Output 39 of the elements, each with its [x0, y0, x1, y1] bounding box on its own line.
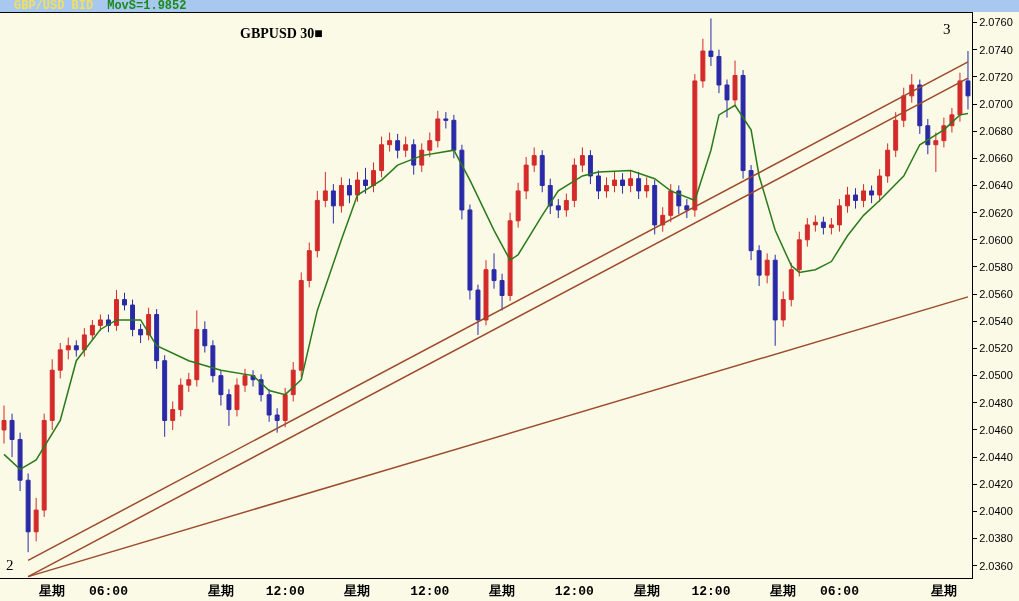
- x-tick-label: 星期: [929, 583, 957, 599]
- x-tick-label: 星期: [769, 583, 797, 599]
- y-tick-label: 2.0740: [979, 43, 1013, 56]
- x-tick-label: 12:00: [691, 583, 731, 599]
- y-tick-label: 2.0400: [979, 505, 1013, 518]
- y-tick-label: 2.0380: [979, 532, 1013, 545]
- x-tick-label: 星期: [206, 583, 234, 599]
- y-tick-label: 2.0560: [979, 287, 1013, 300]
- y-tick-label: 2.0600: [979, 233, 1013, 246]
- y-tick-label: 2.0720: [979, 70, 1013, 83]
- y-tick-label: 2.0540: [979, 315, 1013, 328]
- x-tick-label: 星期: [488, 583, 516, 599]
- y-tick-label: 2.0620: [979, 206, 1013, 219]
- y-tick-label: 2.0460: [979, 423, 1013, 436]
- annotation: 3: [943, 21, 951, 37]
- y-tick-label: 2.0580: [979, 260, 1013, 273]
- x-tick-label: 12:00: [265, 583, 305, 599]
- annotation: 2: [6, 557, 14, 573]
- y-tick-label: 2.0420: [979, 478, 1013, 491]
- y-tick-label: 2.0360: [979, 559, 1013, 572]
- x-tick-label: 06:00: [819, 583, 860, 599]
- y-tick-label: 2.0500: [979, 369, 1013, 382]
- y-tick-label: 2.0520: [979, 342, 1013, 355]
- y-tick-label: 2.0660: [979, 152, 1013, 165]
- x-tick-label: 12:00: [554, 583, 595, 599]
- y-tick-label: 2.0760: [979, 16, 1013, 29]
- chart-subtitle: MovS=1.9852: [107, 0, 187, 13]
- x-tick-label: 星期: [38, 583, 66, 599]
- y-tick-label: 2.0440: [979, 450, 1013, 463]
- x-tick-label: 12:00: [410, 583, 450, 599]
- y-tick-label: 2.0700: [979, 97, 1013, 110]
- x-tick-label: 星期: [632, 583, 660, 599]
- annotation: GBPUSD 30■: [240, 26, 323, 41]
- x-tick-label: 星期: [343, 583, 371, 599]
- y-tick-label: 2.0480: [979, 396, 1013, 409]
- y-tick-label: 2.0640: [979, 179, 1013, 192]
- x-tick-label: 06:00: [88, 583, 129, 599]
- y-tick-label: 2.0680: [979, 125, 1013, 138]
- chart-title: GBP/USD BID: [14, 0, 94, 13]
